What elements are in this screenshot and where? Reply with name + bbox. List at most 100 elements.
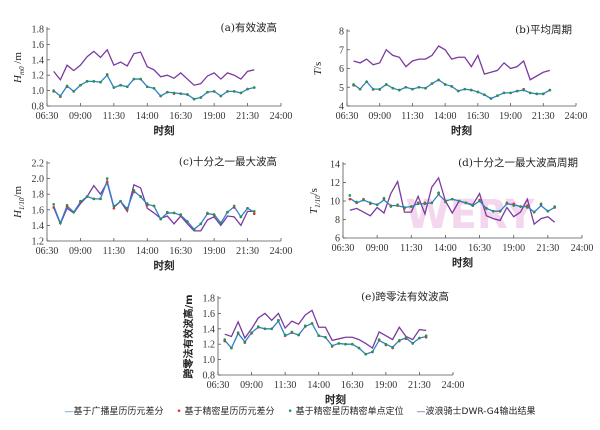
chart-title: (b)平均周期	[515, 24, 572, 36]
data-point-ppp	[498, 209, 502, 213]
data-point-ppp	[463, 87, 467, 91]
data-point-ppp	[290, 330, 294, 334]
data-point-ppp	[391, 345, 394, 349]
data-point-ppp	[52, 203, 55, 206]
x-tick-label: 21:30	[236, 246, 259, 257]
x-axis-label: 时刻	[452, 256, 473, 269]
data-point-ppp	[450, 85, 453, 88]
x-axis-label: 时刻	[154, 124, 175, 137]
data-point-ppp	[250, 331, 253, 334]
data-point-ppp	[396, 203, 399, 206]
data-point-ppp	[206, 211, 209, 215]
data-point-ppp	[186, 93, 189, 96]
data-point-ppp	[192, 97, 196, 101]
data-point-ppp	[371, 350, 374, 354]
data-point-ppp	[99, 80, 102, 84]
chart-a: 06:30 09:00 11:30 14:00 16:30 19:00 21:30 24:00…	[12, 21, 292, 137]
x-tick-label: 09:00	[69, 111, 92, 122]
data-point-ppp	[403, 206, 406, 209]
data-point-ppp	[344, 342, 347, 346]
data-point-ppp	[112, 204, 116, 208]
data-point-ppp	[199, 96, 203, 99]
data-point-ppp	[270, 327, 274, 331]
data-point-ppp	[223, 338, 227, 341]
data-point-ppp	[159, 217, 162, 221]
x-tick-label: 09:00	[366, 243, 389, 254]
data-point-ppp	[357, 346, 361, 350]
data-point-ppp	[528, 91, 532, 95]
watermark: WERY	[405, 192, 535, 238]
legend-dot-icon: •	[176, 407, 182, 417]
y-tick-label: 1.0	[203, 355, 216, 366]
legend: —基于广播星历历元差分 • 基于精密星历历元差分 • 基于精密星历精密单点定位 …	[0, 404, 600, 417]
data-point-ppp	[411, 342, 415, 345]
data-point-ppp	[99, 197, 102, 201]
x-tick-label: 14:00	[434, 111, 457, 122]
data-point-ppp	[424, 334, 428, 338]
data-point-ppp	[166, 210, 169, 214]
data-point-ppp	[512, 204, 516, 207]
x-tick-label: 24:00	[571, 243, 594, 254]
legend-line-icon: —	[416, 407, 426, 417]
data-point-ppp	[85, 195, 89, 198]
data-point-ppp	[59, 221, 62, 225]
x-tick-label: 19:00	[203, 111, 226, 122]
data-point-ppp	[352, 83, 355, 86]
data-point-ppp	[389, 205, 393, 208]
data-point-ppp	[437, 78, 440, 82]
x-tick-label: 16:30	[169, 246, 192, 257]
data-point-ppp	[79, 199, 82, 203]
y-tick-label: 1.2	[32, 71, 45, 82]
data-point-ppp	[382, 196, 386, 200]
legend-line-icon: —	[64, 407, 74, 417]
data-point-ppp	[72, 90, 76, 93]
x-tick-label: 06:30	[336, 111, 359, 122]
x-tick-label: 09:00	[69, 246, 92, 257]
data-point-ppp	[219, 221, 223, 225]
chart-title: (a)有效波高	[221, 21, 277, 34]
data-point-ppp	[384, 342, 388, 346]
x-tick-label: 11:30	[103, 246, 125, 257]
data-point-ppp	[424, 86, 427, 90]
data-point-precise-diff	[252, 212, 256, 215]
x-tick-label: 19:00	[203, 246, 226, 257]
x-tick-label: 16:30	[341, 380, 364, 391]
x-tick-label: 14:00	[136, 111, 159, 122]
series-line-dwr	[353, 45, 551, 81]
data-point-ppp	[186, 220, 189, 223]
data-point-ppp	[398, 88, 401, 92]
data-point-ppp	[375, 203, 379, 206]
data-point-ppp	[546, 209, 550, 213]
x-tick-label: 21:30	[408, 380, 431, 391]
x-tick-label: 19:00	[374, 380, 397, 391]
data-point-ppp	[236, 331, 240, 334]
y-axis-label: 跨零法有效波高/m	[182, 294, 195, 378]
x-tick-label: 06:30	[36, 111, 59, 122]
chart-b: 06:30 09:00 11:30 14:00 16:30 19:00 21:30 24:00…	[312, 24, 587, 137]
x-tick-label: 11:30	[274, 380, 296, 391]
data-point-ppp	[443, 83, 447, 86]
data-point-ppp	[79, 83, 82, 87]
y-tick-label: 1.2	[32, 237, 45, 248]
x-tick-label: 16:30	[169, 111, 192, 122]
data-point-ppp	[239, 91, 243, 95]
data-point-ppp	[85, 80, 89, 83]
data-point-ppp	[277, 319, 280, 322]
x-tick-label: 14:00	[434, 243, 457, 254]
data-point-ppp	[358, 87, 362, 91]
series-line-dwr	[349, 176, 556, 226]
y-axis-label: T/s	[312, 62, 324, 75]
chart-e: 06:30 09:00 11:30 14:00 16:30 19:00 21:30 24:00…	[182, 290, 464, 406]
data-point-ppp	[409, 205, 413, 208]
data-point-ppp	[92, 80, 96, 83]
data-point-ppp	[365, 80, 368, 83]
data-point-ppp	[371, 87, 375, 91]
data-point-ppp	[246, 206, 249, 210]
data-point-precise-diff	[52, 206, 55, 209]
x-tick-label: 14:00	[307, 380, 330, 391]
y-tick-label: 8	[335, 215, 340, 226]
data-point-ppp	[450, 197, 454, 201]
data-point-ppp	[364, 352, 368, 356]
x-tick-label: 19:00	[502, 243, 525, 254]
